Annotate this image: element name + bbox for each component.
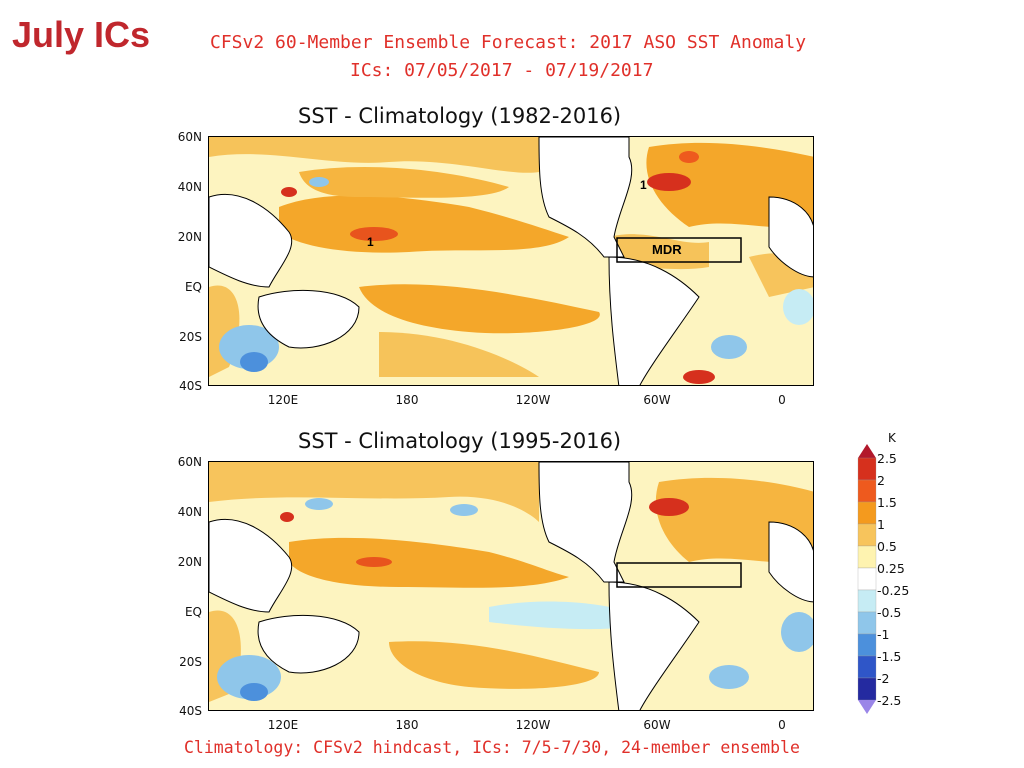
- x-tick-180: 180: [395, 393, 419, 407]
- colorbar-tick-label: -2: [877, 671, 890, 686]
- colorbar-tick-label: -1: [877, 627, 890, 642]
- y-tick-eq: EQ: [184, 280, 202, 294]
- colorbar-tick-label: 1.5: [877, 495, 897, 510]
- colorbar-tick-label: 1: [877, 517, 885, 532]
- colorbar-bottom-arrow: [858, 700, 876, 714]
- sst-map-1982-2016: MDR 1 1: [208, 136, 814, 386]
- sst-map-1995-2016: [208, 461, 814, 711]
- y-tick-40n-2: 40N: [177, 505, 202, 519]
- colorbar-swatch: [857, 655, 877, 679]
- y-tick-20n: 20N: [177, 230, 202, 244]
- colorbar-swatch: [857, 677, 877, 701]
- x-tick-120w-2: 120W: [515, 718, 551, 732]
- panel-2-title: SST - Climatology (1995-2016): [298, 429, 622, 453]
- contour-label-atlantic: 1: [640, 178, 647, 192]
- ics-range: ICs: 07/05/2017 - 07/19/2017: [350, 60, 654, 81]
- colorbar-tick-label: 0.25: [877, 561, 905, 576]
- colorbar-tick-label: 2: [877, 473, 885, 488]
- colorbar-tick-label: -0.5: [877, 605, 902, 620]
- colorbar-swatch: [857, 479, 877, 503]
- colorbar-swatch: [857, 545, 877, 569]
- colorbar-tick-label: 0.5: [877, 539, 897, 554]
- y-tick-40n: 40N: [177, 180, 202, 194]
- x-tick-180-2: 180: [395, 718, 419, 732]
- x-tick-0-2: 0: [778, 718, 786, 732]
- mdr-box: [616, 237, 742, 263]
- colorbar-tick-label: -2.5: [877, 693, 902, 708]
- y-tick-20s: 20S: [179, 330, 202, 344]
- colorbar-tick-label: 2.5: [877, 451, 897, 466]
- y-tick-20n-2: 20N: [177, 555, 202, 569]
- colorbar-top-arrow: [858, 444, 876, 458]
- colorbar-swatch: [857, 567, 877, 591]
- colorbar-swatch: [857, 523, 877, 547]
- footer-note: Climatology: CFSv2 hindcast, ICs: 7/5-7/…: [184, 738, 800, 757]
- y-tick-20s-2: 20S: [179, 655, 202, 669]
- colorbar-swatch: [857, 611, 877, 635]
- y-tick-60n-2: 60N: [177, 455, 202, 469]
- x-tick-120w: 120W: [515, 393, 551, 407]
- x-tick-60w-2: 60W: [643, 718, 671, 732]
- colorbar: [857, 444, 877, 714]
- sst-anomaly-field-2: [209, 462, 813, 710]
- colorbar-swatch: [857, 457, 877, 481]
- colorbar-tick-label: -1.5: [877, 649, 902, 664]
- x-tick-0: 0: [778, 393, 786, 407]
- x-tick-120e: 120E: [267, 393, 299, 407]
- contour-label-pacific: 1: [367, 235, 374, 249]
- slide-title: July ICs: [12, 14, 151, 55]
- y-tick-40s-2: 40S: [179, 704, 202, 718]
- sst-anomaly-field-1: [209, 137, 813, 385]
- y-tick-60n: 60N: [177, 130, 202, 144]
- colorbar-swatch: [857, 501, 877, 525]
- colorbar-swatch: [857, 633, 877, 657]
- y-tick-eq-2: EQ: [184, 605, 202, 619]
- x-tick-120e-2: 120E: [267, 718, 299, 732]
- x-tick-60w: 60W: [643, 393, 671, 407]
- mdr-label: MDR: [652, 242, 682, 257]
- colorbar-swatch: [857, 589, 877, 613]
- panel-1-title: SST - Climatology (1982-2016): [298, 104, 622, 128]
- mdr-box-2: [616, 562, 742, 588]
- colorbar-unit: K: [888, 431, 896, 445]
- forecast-title: CFSv2 60-Member Ensemble Forecast: 2017 …: [210, 32, 807, 53]
- y-tick-40s: 40S: [179, 379, 202, 393]
- colorbar-tick-label: -0.25: [877, 583, 910, 598]
